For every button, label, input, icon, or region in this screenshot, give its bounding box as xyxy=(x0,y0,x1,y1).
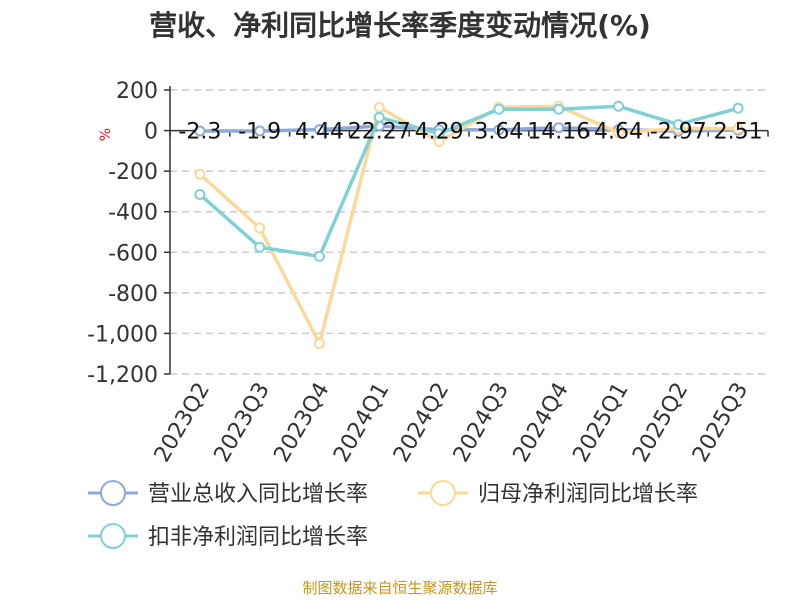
data-label: 2.51 xyxy=(714,120,763,145)
legend-label: 归母净利润同比增长率 xyxy=(478,482,698,507)
legend-marker xyxy=(100,523,126,549)
data-point xyxy=(254,241,266,253)
x-tick-label: 2024Q2 xyxy=(389,378,454,466)
x-tick-label: 2023Q4 xyxy=(269,379,334,467)
data-point xyxy=(373,101,385,113)
data-label: 22.27 xyxy=(348,120,411,145)
data-point xyxy=(433,128,445,140)
y-tick-label: 0 xyxy=(144,120,158,145)
y-tick-label: -1,200 xyxy=(87,363,158,388)
data-label: -2.97 xyxy=(650,120,707,145)
data-point xyxy=(194,188,206,200)
x-tick-label: 2024Q4 xyxy=(509,379,574,467)
legend-marker xyxy=(430,480,456,506)
data-point xyxy=(553,122,565,134)
data-point xyxy=(613,100,624,112)
data-point xyxy=(672,118,684,130)
data-point xyxy=(314,250,325,262)
data-point xyxy=(314,338,325,350)
y-tick-label: -1,000 xyxy=(87,322,158,347)
x-tick-label: 2025Q2 xyxy=(628,379,693,467)
series-line-2 xyxy=(198,104,739,346)
data-point xyxy=(493,103,505,115)
source-footer: 制图数据来自恒生聚源数据库 xyxy=(302,579,498,597)
data-point xyxy=(194,125,206,137)
x-tick-label: 2025Q3 xyxy=(688,379,753,467)
data-point xyxy=(732,102,744,114)
x-tick-label: 2025Q1 xyxy=(568,379,633,467)
y-tick-label: -400 xyxy=(108,201,158,226)
series-lines xyxy=(194,100,744,350)
x-tick-label: 2024Q1 xyxy=(329,379,394,467)
data-point xyxy=(613,127,624,139)
legend-label: 扣非净利润同比增长率 xyxy=(148,525,368,550)
grid-lines xyxy=(170,89,768,375)
legend-marker xyxy=(100,480,126,506)
y-tick-label: -200 xyxy=(108,160,158,185)
data-labels: -2.3 -1.9 4.44 22.27 4.29 3.64 14.16 4.64 -2.97 2… xyxy=(178,120,762,145)
data-point xyxy=(732,123,744,135)
data-point xyxy=(254,125,266,137)
series-line-3 xyxy=(198,104,739,259)
data-label: 4.44 xyxy=(295,120,344,145)
y-axis-unit: % xyxy=(98,128,114,141)
data-point xyxy=(373,111,385,123)
legend-label: 营业总收入同比增长率 xyxy=(148,482,368,507)
x-tick-label: 2024Q3 xyxy=(449,379,514,467)
data-label: -2.3 xyxy=(178,120,221,145)
data-label: 4.64 xyxy=(594,120,643,145)
data-label: -1.9 xyxy=(238,120,281,145)
data-label: 4.29 xyxy=(415,120,464,145)
data-label: 14.16 xyxy=(527,120,590,145)
data-point xyxy=(493,124,505,136)
y-tick-label: -800 xyxy=(108,282,158,307)
x-tick-label: 2023Q2 xyxy=(150,379,215,467)
data-point xyxy=(194,168,206,180)
data-label: 3.64 xyxy=(474,120,523,145)
data-point xyxy=(254,222,266,234)
data-point xyxy=(553,103,565,115)
data-point xyxy=(314,124,325,136)
chart-title: 营收、净利同比增长率季度变动情况(%) xyxy=(149,9,651,42)
y-tick-label: -600 xyxy=(108,241,158,266)
x-tick-label: 2023Q3 xyxy=(210,379,275,467)
y-tick-label: 200 xyxy=(116,79,158,104)
